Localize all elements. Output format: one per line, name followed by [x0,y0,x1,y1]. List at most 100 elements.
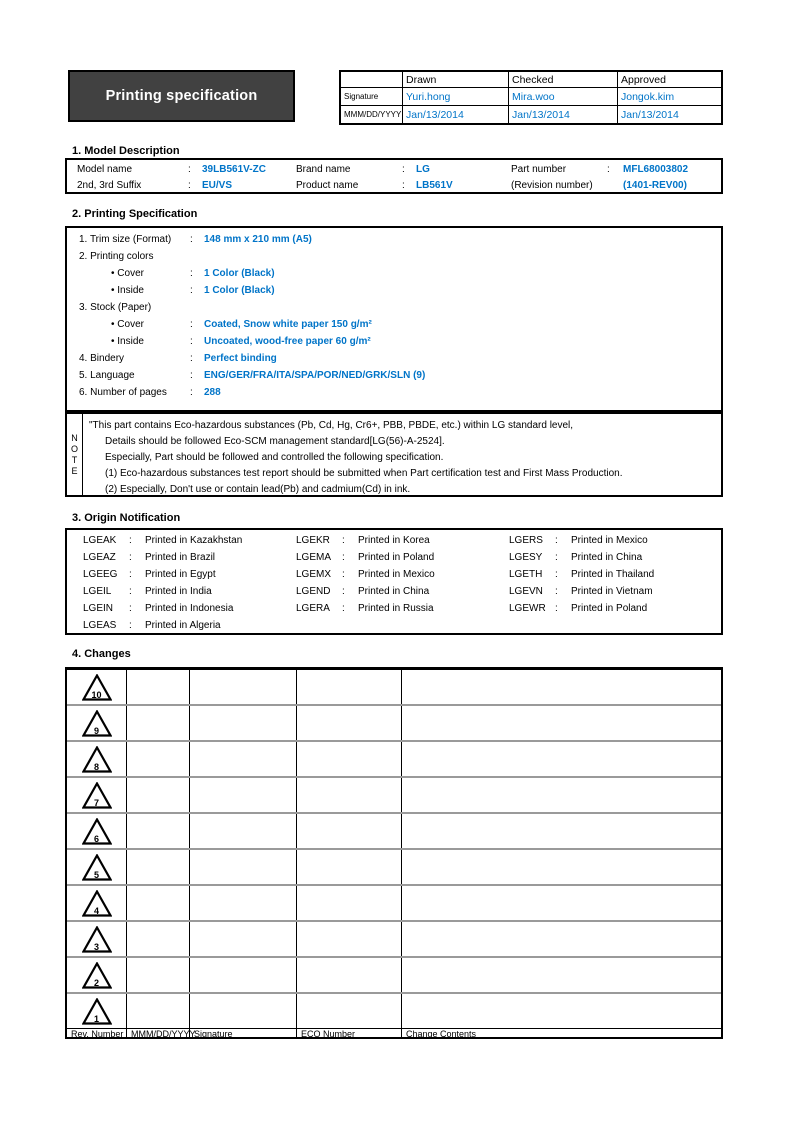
change-signature-cell [190,778,297,812]
revision-triangle-icon: 7 [81,781,112,809]
spec-row: • Inside : Uncoated, wood-free paper 60 … [79,333,721,350]
change-date-cell [127,778,190,812]
origin-entry: LGEMA: Printed in Poland [296,549,509,566]
field-label: Brand name [296,163,351,175]
origin-place: Printed in Indonesia [145,603,234,614]
origin-place: Printed in Mexico [358,569,435,580]
change-eco-cell [297,922,402,956]
field-colon: : [190,353,193,364]
footer-eco-number: ECO Number [297,1029,402,1039]
approval-corner-cell [341,72,403,88]
revision-cell: 10 [67,670,127,704]
origin-entry: LGEAS: Printed in Algeria [83,617,296,634]
origin-code: LGEAK [83,535,117,546]
date-checked: Jan/13/2014 [509,106,618,123]
note-line: (1) Eco-hazardous substances test report… [105,467,623,479]
field-label: 2nd, 3rd Suffix [77,179,142,191]
origin-code: LGERS [509,535,543,546]
spec-label: • Inside [111,285,144,296]
origin-entry: LGETH: Printed in Thailand [509,566,721,583]
revision-cell: 2 [67,958,127,992]
field-colon: : [342,586,345,597]
model-row: Model name : 39LB561V-ZC Brand name : LG… [77,161,721,177]
origin-place: Printed in Vietnam [571,586,653,597]
cover-colors-value: 1 Color (Black) [204,268,275,279]
origin-place: Printed in Poland [571,603,648,614]
revision-triangle-icon: 6 [81,817,112,845]
field-colon: : [555,586,558,597]
note-line: Details should be followed Eco-SCM manag… [105,435,445,447]
change-eco-cell [297,706,402,740]
field-colon: : [555,569,558,580]
approval-table: Drawn Checked Approved Signature Yuri.ho… [339,70,723,125]
change-row: 9 [67,706,721,742]
change-contents-cell [402,778,721,812]
language-value: ENG/GER/FRA/ITA/SPA/POR/NED/GRK/SLN (9) [204,370,426,381]
spec-row: 1. Trim size (Format) : 148 mm x 210 mm … [79,231,721,248]
change-signature-cell [190,922,297,956]
origin-notification-table: LGEAK: Printed in Kazakhstan LGEAZ: Printe… [65,528,723,635]
spec-row: • Inside : 1 Color (Black) [79,282,721,299]
product-name-value: LB561V [416,179,453,191]
spec-label: • Cover [111,319,144,330]
origin-code: LGETH [509,569,543,580]
field-colon: : [129,552,132,563]
origin-entry: LGEWR: Printed in Poland [509,600,721,617]
revision-triangle-icon: 8 [81,745,112,773]
origin-entry: LGERS: Printed in Mexico [509,532,721,549]
field-colon: : [402,179,405,191]
revision-cell: 4 [67,886,127,920]
field-label: Product name [296,179,359,191]
origin-code: LGEVN [509,586,543,597]
change-row: 4 [67,886,721,922]
field-colon: : [342,603,345,614]
date-approved: Jan/13/2014 [621,108,679,121]
spec-row: • Cover : 1 Color (Black) [79,265,721,282]
spec-row: 6. Number of pages : 288 [79,384,721,401]
origin-entry: LGEVN: Printed in Vietnam [509,583,721,600]
change-date-cell [127,706,190,740]
origin-column: LGERS: Printed in Mexico LGESY: Printed in… [509,532,721,634]
change-row: 2 [67,958,721,994]
origin-place: Printed in India [145,586,212,597]
change-signature-cell [190,814,297,848]
origin-entry: LGEEG: Printed in Egypt [83,566,296,583]
printing-specification-table: 1. Trim size (Format) : 148 mm x 210 mm … [65,226,723,412]
origin-entry: LGESY: Printed in China [509,549,721,566]
change-row: 1 [67,994,721,1029]
document-title: Printing specification [105,88,258,104]
section-heading-origin-notification: 3. Origin Notification [72,512,181,524]
field-colon: : [129,535,132,546]
revision-number-value: (1401-REV00) [623,179,687,191]
change-eco-cell [297,994,402,1028]
approval-header-checked: Checked [509,72,618,88]
origin-entry: LGERA: Printed in Russia [296,600,509,617]
origin-code: LGEWR [509,603,546,614]
origin-code: LGEEG [83,569,118,580]
revision-triangle-icon: 4 [81,889,112,917]
suffix-value: EU/VS [202,179,233,191]
revision-number: 9 [93,725,99,736]
field-colon: : [190,370,193,381]
field-colon: : [342,569,345,580]
revision-cell: 1 [67,994,127,1028]
revision-triangle-icon: 1 [81,997,112,1025]
change-eco-cell [297,814,402,848]
change-contents-cell [402,706,721,740]
revision-number: 2 [93,977,99,988]
change-row: 8 [67,742,721,778]
signature-checked: Mira.woo [509,88,618,106]
note-letter: O [70,443,78,454]
changes-footer-row: Rev. Number MMM/DD/YYYY Signature ECO Nu… [67,1029,721,1039]
section-heading-changes: 4. Changes [72,648,131,660]
change-eco-cell [297,670,402,704]
note-line: "This part contains Eco-hazardous substa… [89,419,574,431]
origin-place: Printed in Brazil [145,552,216,563]
note-letter: N [71,432,78,443]
origin-code: LGEAZ [83,552,116,563]
spec-row: 3. Stock (Paper) [79,299,721,316]
change-eco-cell [297,778,402,812]
origin-entry: LGEIL: Printed in India [83,583,296,600]
change-contents-cell [402,850,721,884]
revision-triangle-icon: 3 [81,925,112,953]
